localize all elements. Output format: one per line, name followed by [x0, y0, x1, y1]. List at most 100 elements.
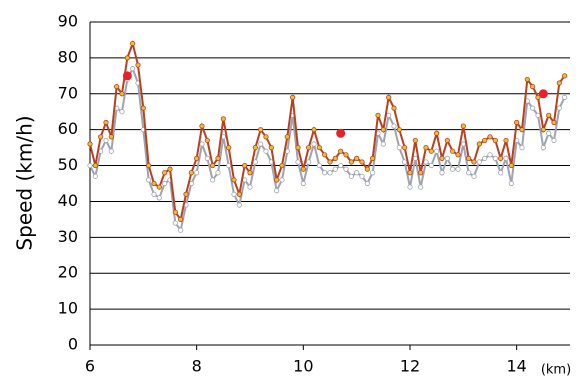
point-marker — [103, 137, 109, 144]
point-marker — [434, 130, 440, 136]
point-marker — [370, 155, 376, 161]
point-marker — [268, 145, 274, 151]
point-marker — [508, 180, 514, 187]
x-tick-label: 10 — [293, 357, 313, 376]
point-marker — [343, 152, 349, 158]
point-marker — [247, 170, 253, 176]
point-marker — [226, 162, 232, 169]
point-marker — [210, 177, 216, 183]
point-marker — [540, 127, 546, 133]
x-tick-label: 12 — [400, 357, 420, 376]
point-marker — [364, 180, 370, 187]
y-tick-label: 70 — [58, 83, 78, 102]
point-marker — [178, 227, 184, 233]
point-marker — [215, 170, 221, 176]
point-marker — [220, 116, 226, 122]
point-marker — [172, 220, 178, 226]
point-marker — [332, 166, 338, 172]
point-marker — [434, 148, 440, 154]
point-marker — [514, 119, 520, 126]
point-marker — [135, 62, 141, 68]
point-marker — [450, 166, 456, 172]
point-marker — [103, 119, 109, 126]
point-marker — [396, 127, 402, 133]
point-marker — [231, 191, 237, 197]
point-marker — [519, 127, 525, 133]
point-marker — [423, 145, 429, 151]
point-marker — [274, 177, 280, 183]
point-marker — [466, 170, 472, 176]
point-marker — [359, 159, 365, 165]
point-marker — [391, 105, 397, 111]
point-marker — [423, 159, 429, 165]
point-marker — [455, 152, 461, 158]
point-marker — [551, 119, 557, 126]
point-marker — [471, 159, 477, 165]
point-marker — [354, 170, 360, 176]
point-marker — [338, 162, 344, 169]
point-marker — [140, 105, 146, 111]
point-marker — [482, 137, 488, 144]
point-marker — [316, 162, 322, 169]
point-marker — [156, 184, 162, 190]
point-marker — [492, 137, 498, 144]
point-marker — [98, 134, 104, 140]
point-marker — [503, 137, 509, 144]
y-tick-label: 10 — [58, 299, 78, 318]
point-marker — [476, 141, 482, 147]
point-marker — [130, 40, 136, 47]
point-marker — [124, 55, 130, 61]
point-marker — [108, 148, 114, 154]
point-marker — [460, 123, 466, 129]
point-marker — [119, 109, 125, 115]
point-marker — [226, 145, 232, 151]
point-marker — [428, 148, 434, 154]
point-marker — [407, 170, 413, 176]
point-marker — [524, 76, 530, 83]
point-marker — [386, 94, 392, 100]
point-marker — [162, 180, 168, 187]
point-marker — [183, 191, 189, 197]
point-marker — [279, 177, 285, 183]
point-marker — [210, 162, 216, 169]
x-tick-label: 6 — [85, 357, 95, 376]
point-marker — [322, 152, 328, 158]
point-marker — [279, 162, 285, 169]
point-marker — [402, 145, 408, 151]
point-marker — [487, 152, 493, 158]
point-marker — [439, 155, 445, 161]
x-tick-label: 8 — [192, 357, 202, 376]
point-marker — [476, 159, 482, 165]
point-marker — [194, 170, 200, 176]
point-marker — [375, 112, 381, 118]
point-marker — [172, 209, 178, 215]
point-marker — [236, 191, 242, 197]
point-marker — [407, 184, 413, 190]
point-marker — [508, 162, 514, 169]
point-marker — [316, 145, 322, 151]
y-tick-label: 50 — [58, 155, 78, 174]
point-marker — [535, 112, 541, 118]
point-marker — [460, 141, 466, 147]
point-marker — [332, 155, 338, 161]
point-marker — [364, 166, 370, 172]
point-marker — [338, 148, 344, 154]
y-tick-label: 80 — [58, 47, 78, 66]
point-marker — [258, 141, 264, 147]
y-tick-label: 60 — [58, 119, 78, 138]
point-marker — [498, 170, 504, 176]
point-marker — [162, 170, 168, 176]
point-marker — [348, 173, 354, 179]
point-marker — [188, 170, 194, 176]
point-marker — [439, 170, 445, 176]
point-marker — [551, 137, 557, 144]
point-marker — [492, 155, 498, 161]
y-tick-label: 30 — [58, 227, 78, 246]
series-line — [89, 66, 566, 233]
point-marker — [306, 145, 312, 151]
point-marker — [562, 73, 568, 79]
y-tick-label: 0 — [68, 335, 78, 354]
point-marker — [290, 94, 296, 100]
scatter-point — [336, 128, 346, 138]
